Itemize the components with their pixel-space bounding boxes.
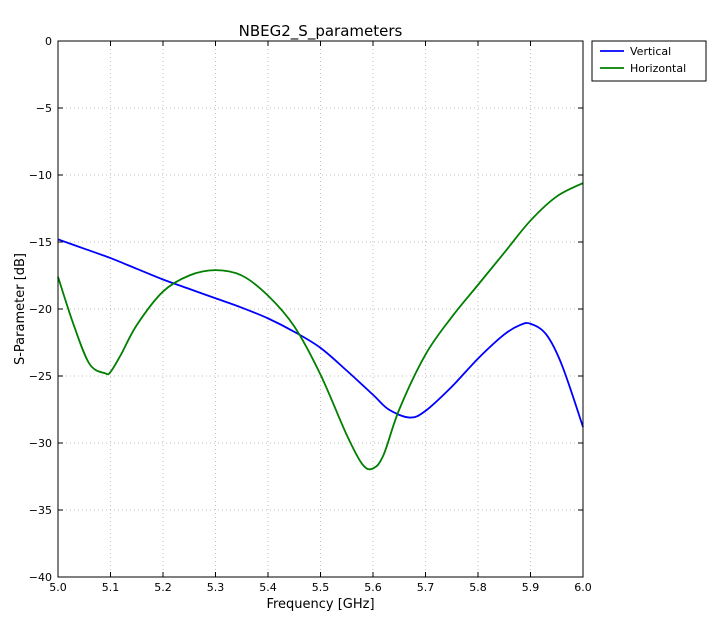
y-tick-label: −40 xyxy=(29,571,52,584)
legend: Vertical Horizontal xyxy=(591,40,707,82)
x-tick-label: 5.8 xyxy=(469,581,487,594)
legend-label-vertical: Vertical xyxy=(630,45,671,58)
x-tick-label: 5.0 xyxy=(49,581,67,594)
chart-title: NBEG2_S_parameters xyxy=(239,22,403,41)
axis-ticks: 5.0 5.1 5.2 5.3 5.4 5.5 5.6 5.7 5.8 5.9 6.0 0 −5 −10 −… xyxy=(29,35,592,594)
x-tick-label: 5.6 xyxy=(364,581,382,594)
series-line-horizontal xyxy=(57,182,584,471)
y-tick-label: −15 xyxy=(29,236,52,249)
series-line-vertical xyxy=(57,238,584,428)
y-tick-label: 0 xyxy=(45,35,52,48)
y-tick-label: −30 xyxy=(29,437,52,450)
x-tick-label: 5.1 xyxy=(102,581,120,594)
x-tick-label: 5.9 xyxy=(522,581,540,594)
x-tick-label: 5.2 xyxy=(154,581,172,594)
legend-label-horizontal: Horizontal xyxy=(630,62,686,75)
x-tick-label: 5.5 xyxy=(312,581,330,594)
y-tick-label: −20 xyxy=(29,303,52,316)
x-tick-label: 5.4 xyxy=(259,581,277,594)
x-tick-label: 6.0 xyxy=(574,581,592,594)
y-tick-label: −5 xyxy=(36,102,52,115)
y-tick-label: −10 xyxy=(29,169,52,182)
x-tick-label: 5.3 xyxy=(207,581,225,594)
y-tick-label: −35 xyxy=(29,504,52,517)
x-tick-label: 5.7 xyxy=(417,581,435,594)
grid-lines xyxy=(58,41,583,577)
y-axis-label: S-Parameter [dB] xyxy=(13,253,28,365)
series-layer xyxy=(57,182,584,471)
legend-box xyxy=(591,40,707,82)
x-axis-label: Frequency [GHz] xyxy=(266,597,374,612)
y-tick-label: −25 xyxy=(29,370,52,383)
